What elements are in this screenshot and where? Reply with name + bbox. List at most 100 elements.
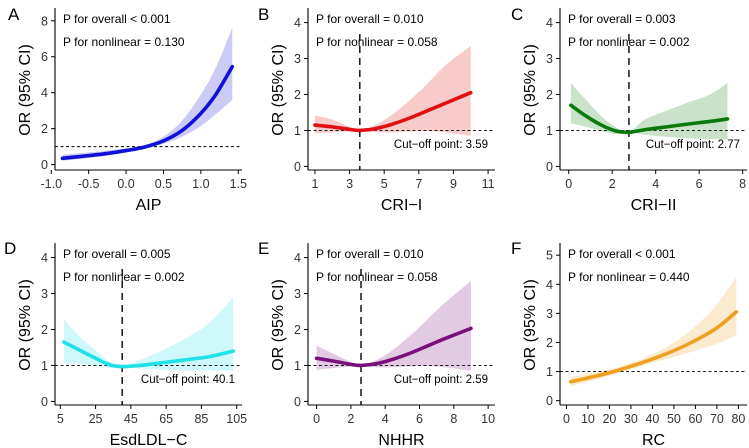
panel-D: D 5 25 45 65 85 105 0 1 2 3 4 EsdLDL−C OR (95% CI) P f… (4, 239, 247, 448)
y-tick-label: 1 (546, 124, 553, 138)
x-tick-label: 50 (667, 412, 681, 426)
y-tick-label: 2 (294, 88, 301, 102)
x-axis-title: AIP (136, 197, 162, 214)
confidence-band (314, 45, 471, 136)
x-tick-label: 0 (563, 412, 570, 426)
x-tick-label: 11 (482, 177, 495, 191)
p-nonlinear-label: P for nonlinear = 0.130 (63, 35, 185, 49)
p-nonlinear-label: P for nonlinear = 0.058 (316, 270, 438, 284)
p-nonlinear-label: P for nonlinear = 0.440 (568, 270, 690, 284)
y-tick-label: 3 (294, 287, 301, 301)
y-tick-label: 2 (41, 323, 48, 337)
x-tick-label: 9 (450, 177, 457, 191)
x-tick-label: 3 (346, 177, 353, 191)
or-curve (569, 103, 730, 135)
confidence-band (63, 297, 234, 371)
y-tick-label: 2 (41, 122, 48, 136)
x-tick-label: 10 (581, 412, 595, 426)
x-tick-label: 40 (645, 412, 659, 426)
y-axis-title: OR (95% CI) (270, 279, 287, 371)
x-tick-label: 5 (57, 412, 64, 426)
y-axis-title: OR (95% CI) (522, 44, 539, 136)
y-tick-label: 0 (41, 395, 48, 409)
y-tick-label: 4 (41, 251, 48, 265)
or-curve (62, 340, 235, 369)
or-curve (568, 310, 739, 384)
y-tick-label: 3 (546, 52, 553, 66)
y-axis-title: OR (95% CI) (17, 44, 34, 136)
panel-letter: F (511, 239, 521, 258)
x-tick-label: 0 (565, 177, 572, 191)
panel-F: F 0 10 20 30 40 50 60 70 80 0 1 2 3 4 5 RC OR (95% CI) P f… (511, 239, 747, 448)
y-tick-label: 0 (294, 160, 301, 174)
x-axis-title: CRI−I (381, 197, 422, 214)
p-overall-label: P for overall = 0.010 (316, 12, 424, 26)
y-tick-label: 1 (546, 365, 553, 379)
x-tick-label: 6 (416, 412, 423, 426)
x-tick-label: 2 (609, 177, 616, 191)
x-tick-label: -0.5 (78, 177, 100, 191)
cutoff-label: Cut−off point: 40.1 (141, 374, 235, 386)
x-tick-label: 8 (450, 412, 457, 426)
y-tick-label: 0 (546, 394, 553, 408)
y-tick-label: 1 (294, 124, 301, 138)
panel-letter: E (258, 239, 269, 258)
y-tick-label: 6 (41, 50, 48, 64)
x-tick-label: 8 (739, 177, 746, 191)
x-tick-label: 1.5 (230, 177, 247, 191)
panel-C: C 0 2 4 6 8 0 1 2 3 4 CRI−II OR (95% CI) P for overal… (511, 5, 747, 214)
y-tick-label: 3 (41, 287, 48, 301)
y-axis-title: OR (95% CI) (17, 279, 34, 371)
confidence-band (570, 82, 728, 140)
or-curve (313, 90, 473, 133)
p-overall-label: P for overall < 0.001 (63, 12, 171, 26)
y-axis-title: OR (95% CI) (522, 279, 539, 371)
confidence-band (570, 277, 737, 387)
p-nonlinear-label: P for nonlinear = 0.002 (63, 270, 185, 284)
panel-letter: D (4, 239, 16, 258)
x-tick-label: 70 (710, 412, 724, 426)
cutoff-label: Cut−off point: 2.59 (394, 374, 488, 386)
x-axis-title: CRI−II (631, 197, 677, 214)
or-curve (314, 326, 473, 368)
y-tick-label: 8 (41, 14, 48, 28)
y-tick-label: 4 (294, 16, 301, 30)
x-tick-label: 30 (624, 412, 638, 426)
p-overall-label: P for overall = 0.005 (63, 247, 171, 261)
panel-E: E 0 2 4 6 8 10 0 1 2 3 4 NHHR OR (95% CI) P for overal… (258, 239, 495, 448)
x-tick-label: -1.0 (40, 177, 62, 191)
panel-A: A -1.0 -0.5 0.0 0.5 1.0 1.5 0 2 4 6 8 AIP OR (95% CI)… (8, 5, 247, 214)
x-tick-label: 1.0 (192, 177, 209, 191)
y-tick-label: 3 (294, 52, 301, 66)
panel-letter: A (8, 5, 20, 24)
x-tick-label: 0 (313, 412, 320, 426)
x-tick-label: 7 (415, 177, 422, 191)
y-tick-label: 1 (41, 359, 48, 373)
x-axis-title: RC (642, 432, 665, 448)
x-tick-label: 4 (652, 177, 659, 191)
y-tick-label: 0 (294, 395, 301, 409)
or-curve (60, 64, 235, 161)
p-overall-label: P for overall = 0.010 (316, 247, 424, 261)
x-tick-label: 5 (381, 177, 388, 191)
p-overall-label: P for overall = 0.003 (568, 12, 676, 26)
x-tick-label: 25 (89, 412, 103, 426)
x-tick-label: 2 (347, 412, 354, 426)
confidence-band (62, 27, 233, 161)
cutoff-label: Cut−off point: 3.59 (394, 139, 488, 151)
x-tick-label: 0.5 (155, 177, 172, 191)
y-tick-label: 0 (546, 160, 553, 174)
x-axis-title: NHHR (378, 432, 424, 448)
y-tick-label: 0 (41, 158, 48, 172)
x-axis-title: EsdLDL−C (110, 432, 188, 448)
x-tick-label: 105 (226, 412, 247, 426)
y-tick-label: 2 (294, 323, 301, 337)
y-tick-label: 2 (546, 336, 553, 350)
x-tick-label: 60 (688, 412, 702, 426)
x-tick-label: 6 (696, 177, 703, 191)
x-tick-label: 65 (159, 412, 173, 426)
x-tick-label: 20 (602, 412, 616, 426)
y-tick-label: 5 (546, 249, 553, 263)
x-tick-label: 10 (481, 412, 495, 426)
